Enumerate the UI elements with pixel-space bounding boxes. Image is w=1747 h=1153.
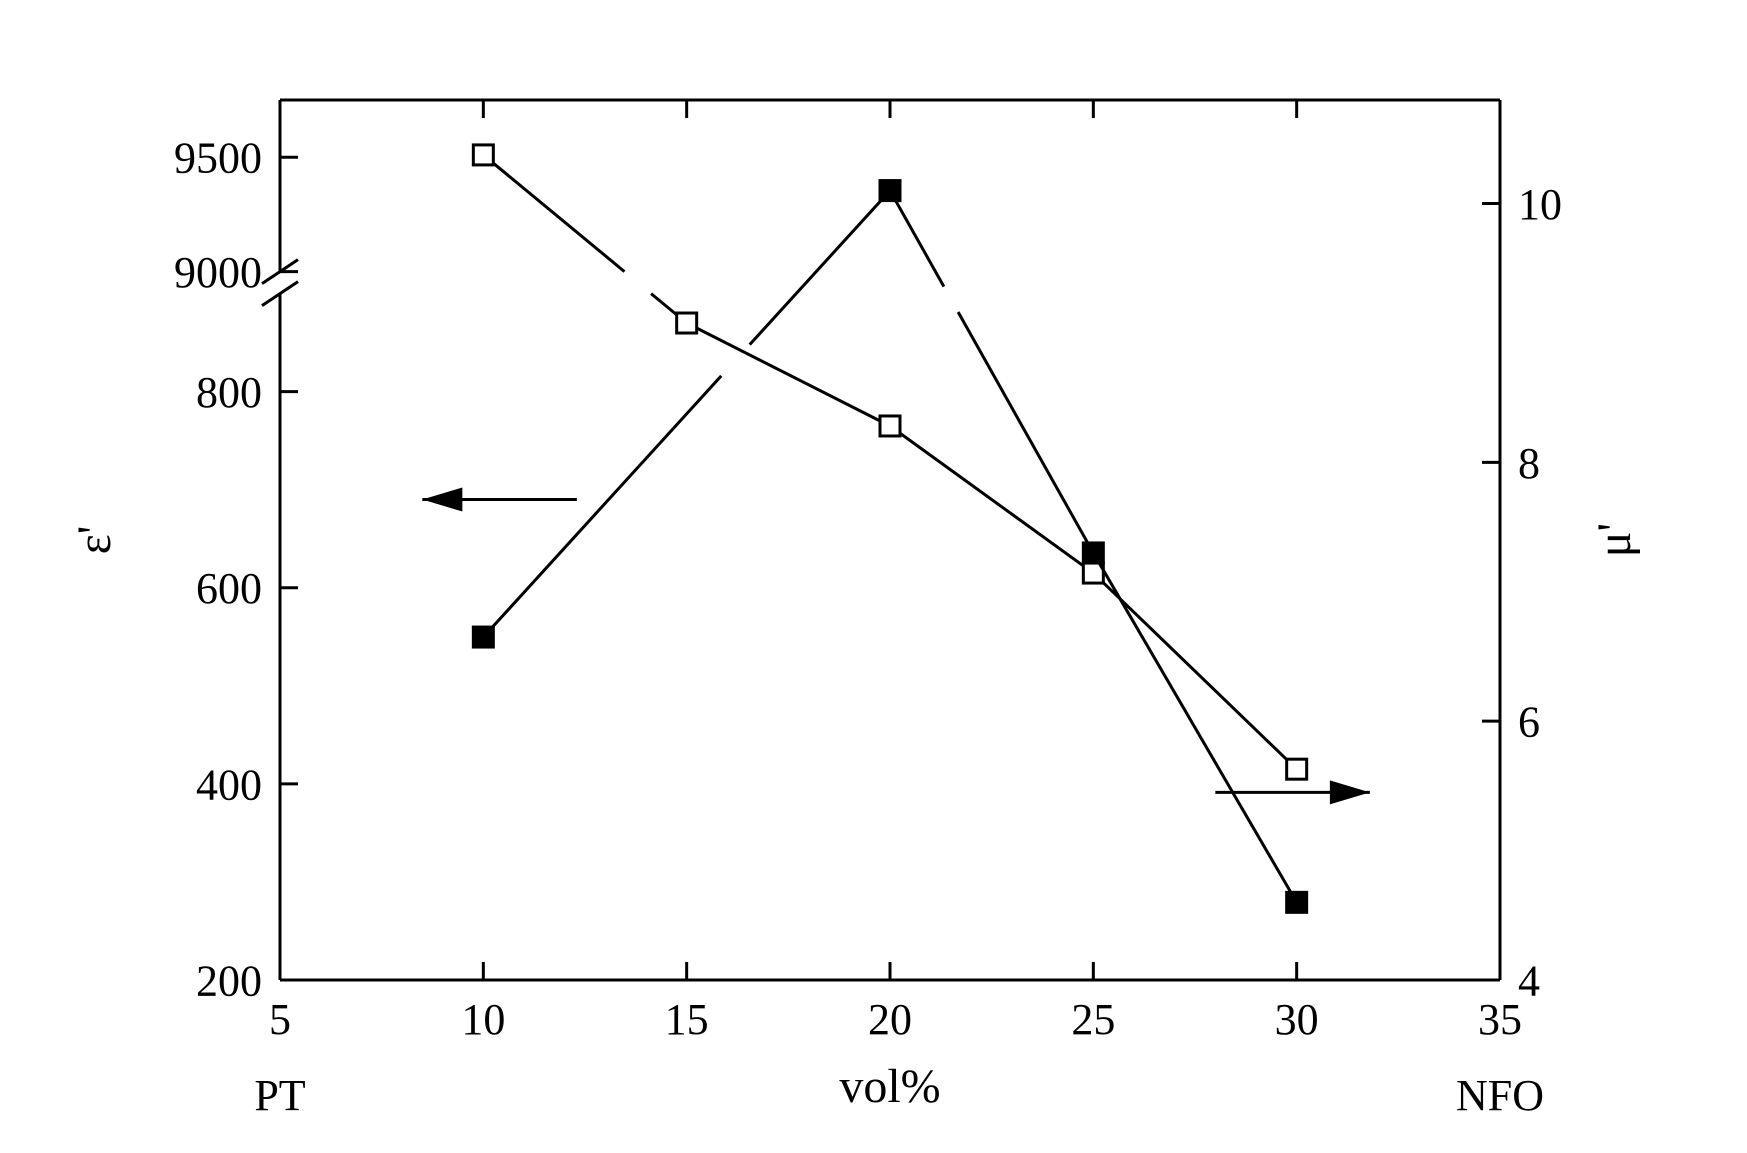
y-left-tick-label: 200 xyxy=(196,956,262,1005)
x-tick-label: 35 xyxy=(1478,995,1522,1044)
series-mu-marker xyxy=(1082,542,1104,564)
x-tick-label: 25 xyxy=(1071,995,1115,1044)
x-tick-label: 30 xyxy=(1275,995,1319,1044)
y-right-tick-label: 6 xyxy=(1518,698,1540,747)
y-left-tick-label: 600 xyxy=(196,564,262,613)
series-epsilon-marker xyxy=(880,416,900,436)
x-tick-label: 20 xyxy=(868,995,912,1044)
y-right-axis-label: μ' xyxy=(1588,523,1641,557)
dual-axis-chart: 5 10 15 20 25 30 35 vol% PT NFO 200 400 600 800 9000 95… xyxy=(0,0,1747,1153)
y-left-tick-label: 9000 xyxy=(174,248,262,297)
series-mu-marker xyxy=(879,180,901,202)
y-left-tick-label: 400 xyxy=(196,760,262,809)
chart-container: 5 10 15 20 25 30 35 vol% PT NFO 200 400 600 800 9000 95… xyxy=(0,0,1747,1153)
y-right-tick-label: 4 xyxy=(1518,956,1540,1005)
y-left-tick-label: 800 xyxy=(196,368,262,417)
series-epsilon-marker xyxy=(473,145,493,165)
series-epsilon-marker xyxy=(677,313,697,333)
x-corner-right-label: NFO xyxy=(1456,1071,1544,1120)
x-tick-label: 15 xyxy=(665,995,709,1044)
y-right-tick-label: 10 xyxy=(1518,180,1562,229)
x-corner-left-label: PT xyxy=(254,1071,305,1120)
y-left-tick-label: 9500 xyxy=(174,134,262,183)
series-mu-marker xyxy=(472,626,494,648)
series-epsilon-marker xyxy=(1287,759,1307,779)
x-tick-label: 10 xyxy=(461,995,505,1044)
x-tick-label: 5 xyxy=(269,995,291,1044)
x-axis-label: vol% xyxy=(839,1060,940,1113)
y-left-axis-label: ε' xyxy=(68,526,121,555)
series-mu-marker xyxy=(1286,891,1308,913)
y-right-tick-label: 8 xyxy=(1518,439,1540,488)
